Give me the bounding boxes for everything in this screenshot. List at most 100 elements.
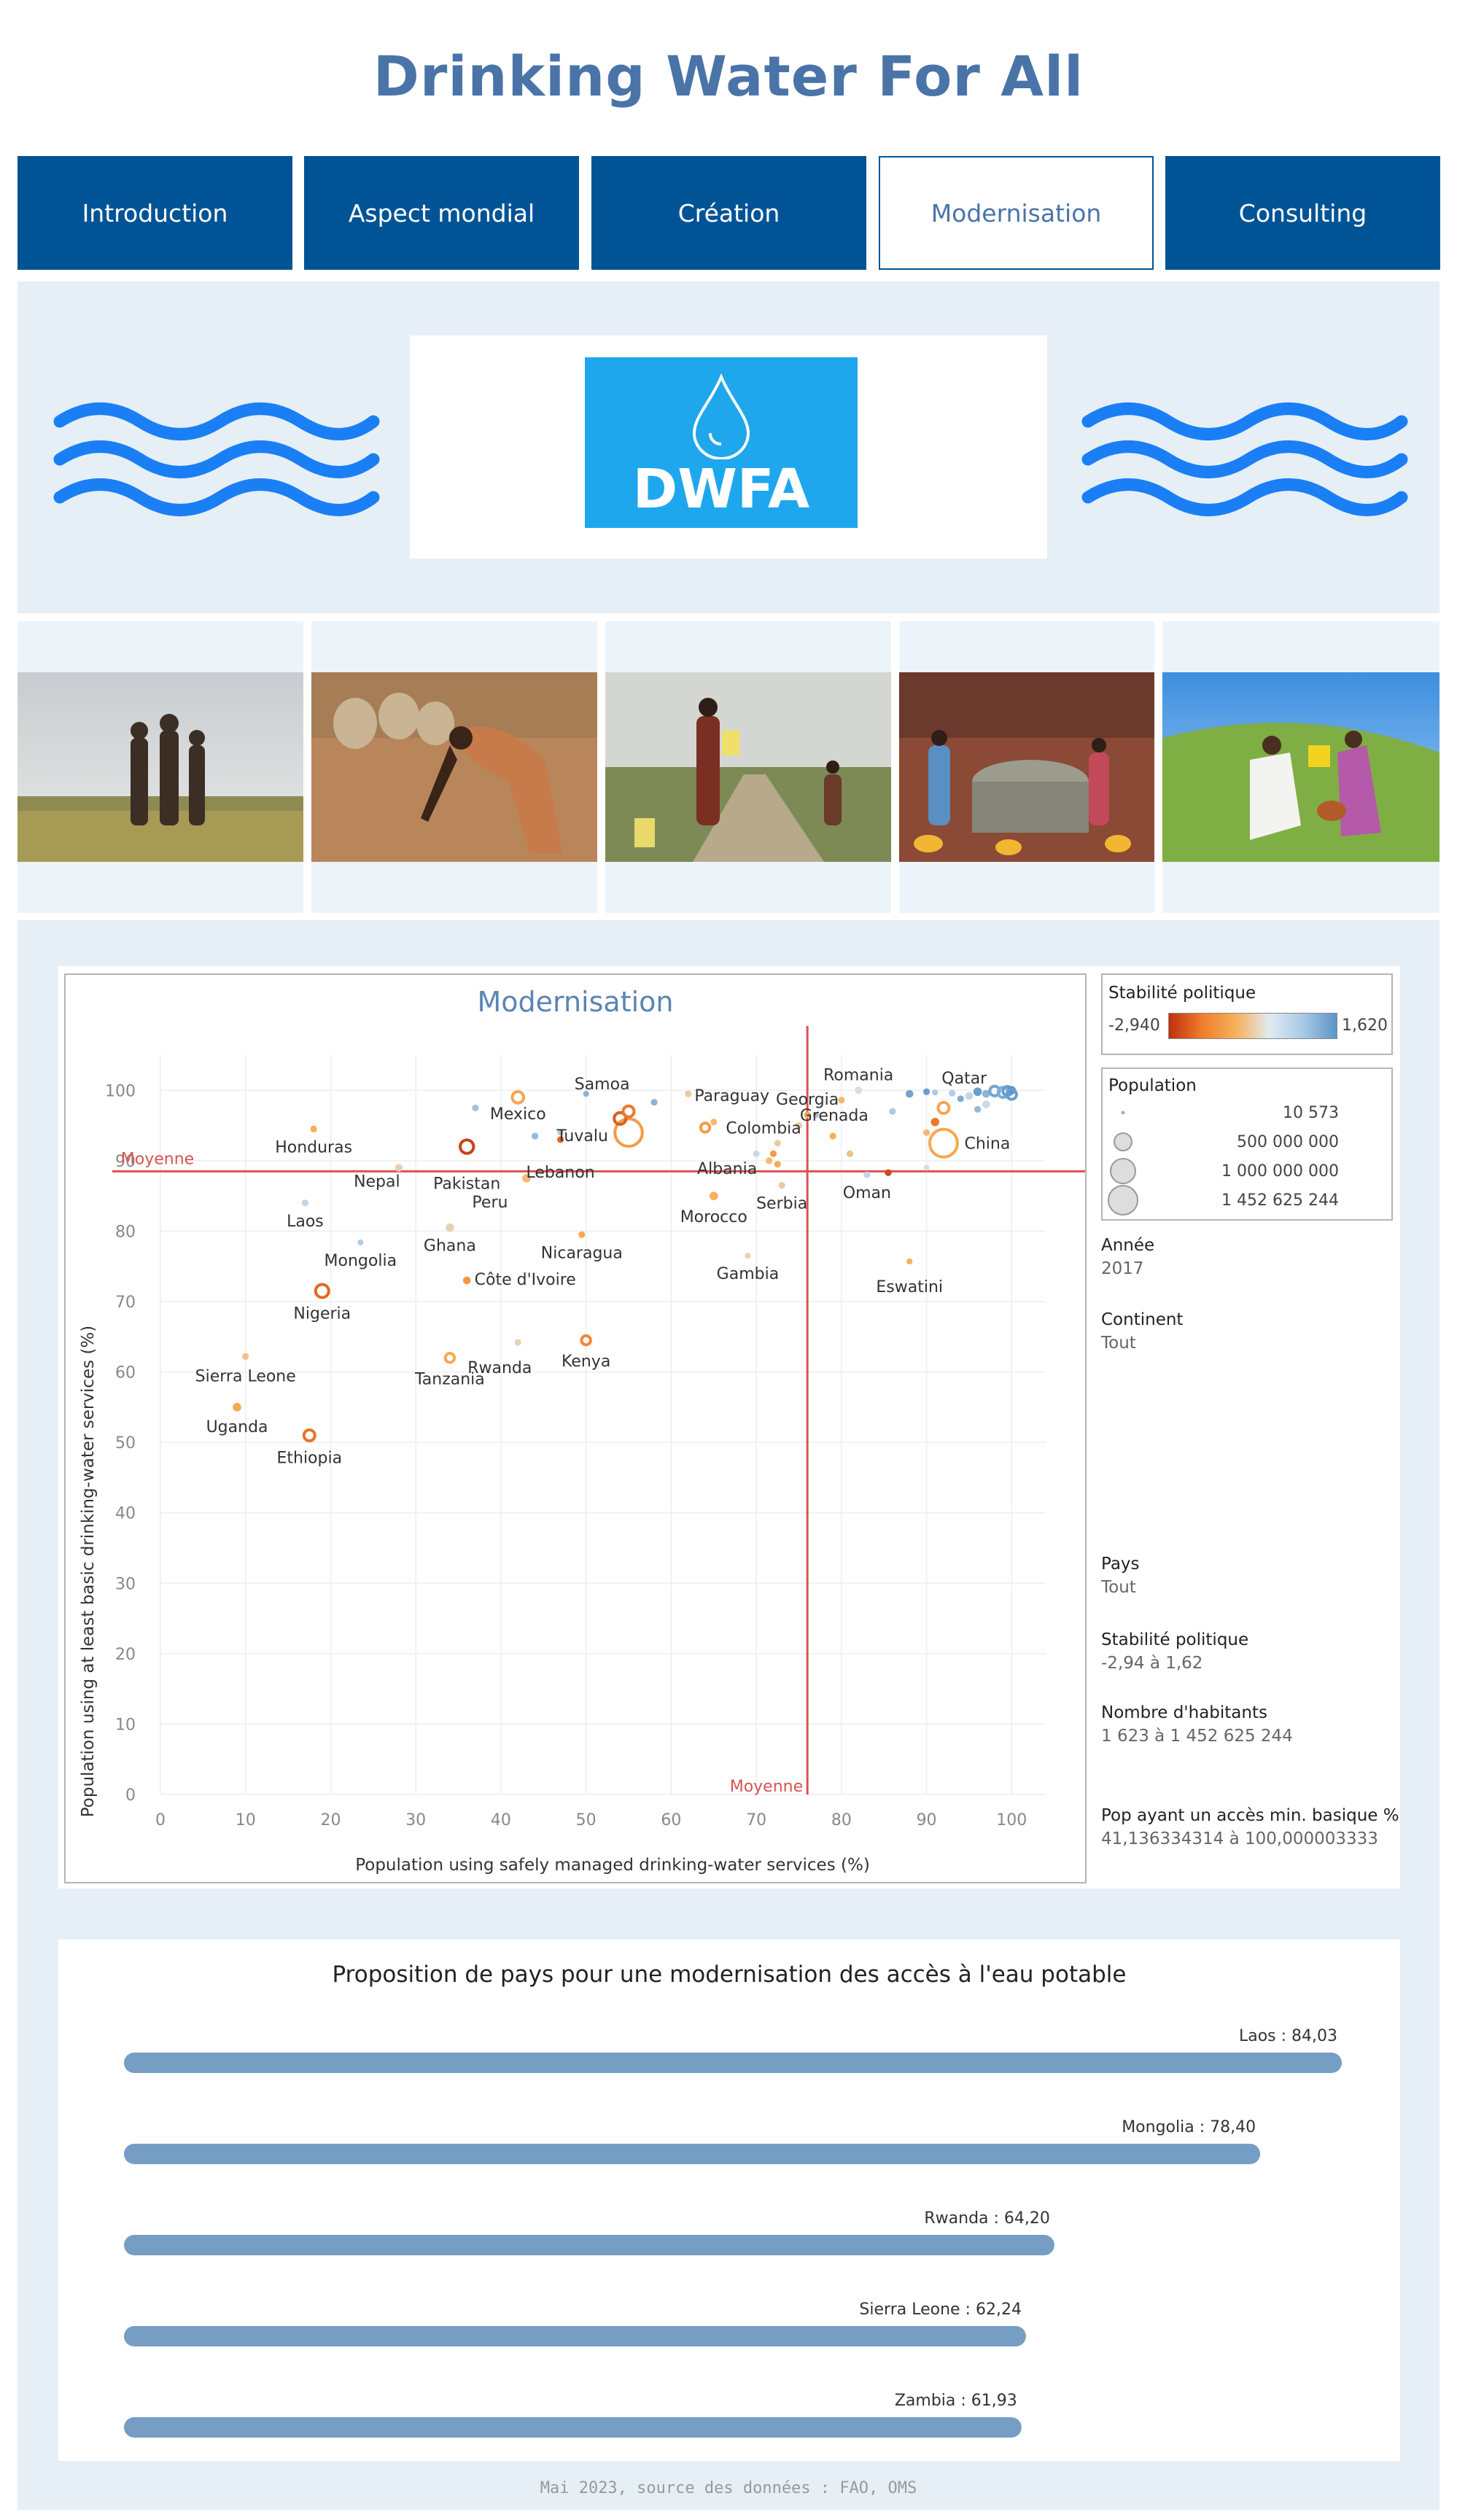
- scatter-point[interactable]: [922, 1129, 930, 1136]
- scatter-point[interactable]: [965, 1092, 974, 1100]
- scatter-point-georgia[interactable]: [804, 1111, 811, 1119]
- dwfa-logo[interactable]: DWFA: [585, 357, 858, 528]
- scatter-point-kenya[interactable]: [580, 1334, 592, 1347]
- bar-mongolia[interactable]: [124, 2144, 1261, 2164]
- scatter-point[interactable]: [613, 1111, 628, 1127]
- scatter-point[interactable]: [621, 1104, 636, 1119]
- scatter-point[interactable]: [838, 1097, 845, 1104]
- scatter-point[interactable]: [1005, 1088, 1018, 1101]
- scatter-point-uganda[interactable]: [233, 1403, 241, 1412]
- scatter-point[interactable]: [885, 1169, 892, 1176]
- scatter-point-ghana[interactable]: [446, 1223, 454, 1232]
- nav-consulting[interactable]: Consulting: [1165, 156, 1440, 270]
- scatter-point-nicaragua[interactable]: [578, 1231, 586, 1238]
- scatter-point-laos[interactable]: [301, 1199, 309, 1207]
- water-carriers-road-photo[interactable]: [605, 672, 891, 862]
- scatter-point[interactable]: [889, 1108, 896, 1115]
- x-tick-label: 100: [996, 1811, 1027, 1829]
- scatter-point[interactable]: [974, 1105, 982, 1113]
- bar-chart[interactable]: Laos : 84,03 Mongolia : 78,40 Rwanda : 64,…: [58, 1998, 1400, 2450]
- bar-zambia[interactable]: [124, 2417, 1022, 2438]
- scatter-point-morocco[interactable]: [709, 1191, 718, 1200]
- scatter-point-c-te-d-ivoire[interactable]: [462, 1276, 471, 1285]
- scatter-point-ethiopia[interactable]: [302, 1428, 316, 1442]
- village-well-photo[interactable]: [899, 672, 1154, 862]
- scatter-point[interactable]: [922, 1088, 930, 1095]
- scatter-point[interactable]: [650, 1099, 658, 1106]
- filter-habitants[interactable]: Nombre d'habitants 1 623 à 1 452 625 244: [1101, 1703, 1293, 1746]
- bar-laos[interactable]: [124, 2053, 1342, 2073]
- scatter-point[interactable]: [472, 1104, 479, 1112]
- scatter-point-serbia[interactable]: [778, 1182, 785, 1189]
- scatter-point-grenada[interactable]: [812, 1111, 819, 1119]
- scatter-plot[interactable]: 0 10 20 30 40 50 60 70 80 90 100 0 10 20 30 40 50 60 70 80 9…: [66, 975, 1085, 1882]
- scatter-point[interactable]: [846, 1150, 854, 1157]
- scatter-point-paraguay[interactable]: [685, 1090, 692, 1097]
- scatter-point-pakistan[interactable]: [459, 1138, 475, 1155]
- scatter-point[interactable]: [774, 1161, 781, 1168]
- bar-label: Zambia : 61,93: [895, 2392, 1017, 2410]
- scatter-point-mexico[interactable]: [510, 1090, 526, 1105]
- scatter-point[interactable]: [936, 1100, 951, 1115]
- scatter-point[interactable]: [766, 1157, 773, 1164]
- scatter-point-lebanon[interactable]: [557, 1136, 564, 1143]
- scatter-point-honduras[interactable]: [310, 1125, 317, 1132]
- y-tick-label: 80: [115, 1223, 136, 1241]
- scatter-point[interactable]: [982, 1089, 990, 1098]
- scatter-point-albania[interactable]: [753, 1150, 760, 1157]
- scatter-point-samoa[interactable]: [583, 1091, 589, 1097]
- scatter-point[interactable]: [973, 1087, 982, 1097]
- scatter-point[interactable]: [957, 1095, 964, 1102]
- scatter-point-china[interactable]: [928, 1127, 959, 1159]
- scatter-point-tanzania[interactable]: [443, 1352, 456, 1364]
- bar-sierra-leone[interactable]: [124, 2326, 1026, 2346]
- filter-stabilite[interactable]: Stabilité politique -2,94 à 1,62: [1101, 1630, 1248, 1673]
- scatter-point[interactable]: [905, 1089, 914, 1098]
- filter-pays[interactable]: Pays Tout: [1101, 1555, 1140, 1597]
- scatter-point[interactable]: [774, 1140, 781, 1147]
- size-legend-label-4: 1 452 625 244: [1221, 1191, 1339, 1210]
- scatter-point-sierra-leone[interactable]: [242, 1353, 249, 1360]
- scatter-point[interactable]: [829, 1132, 836, 1140]
- scatter-point[interactable]: [710, 1119, 718, 1126]
- y-tick-label: 40: [115, 1505, 136, 1523]
- scatter-point-mongolia[interactable]: [357, 1239, 364, 1245]
- x-tick-label: 70: [746, 1811, 766, 1829]
- nav-creation[interactable]: Création: [591, 156, 866, 270]
- point-label: Nigeria: [293, 1305, 351, 1323]
- children-in-field-photo[interactable]: [18, 672, 303, 862]
- nav-modernisation[interactable]: Modernisation: [879, 156, 1154, 270]
- bar-label: Rwanda : 64,20: [924, 2209, 1050, 2228]
- scatter-point[interactable]: [795, 1121, 803, 1129]
- scatter-point-gambia[interactable]: [745, 1253, 751, 1259]
- bar-rwanda[interactable]: [124, 2235, 1054, 2255]
- scatter-point-qatar[interactable]: [932, 1089, 939, 1096]
- nav-introduction[interactable]: Introduction: [18, 156, 292, 270]
- filter-continent[interactable]: Continent Tout: [1101, 1310, 1183, 1353]
- scatter-point-nepal[interactable]: [395, 1164, 403, 1172]
- bar-chart-title: Proposition de pays pour une modernisati…: [332, 1961, 1127, 1988]
- filter-habitants-label: Nombre d'habitants: [1101, 1703, 1267, 1722]
- scatter-point[interactable]: [948, 1089, 956, 1097]
- bar-label: Laos : 84,03: [1239, 2027, 1337, 2045]
- scatter-point-rwanda[interactable]: [514, 1339, 521, 1346]
- scatter-point-nigeria[interactable]: [314, 1283, 330, 1299]
- point-label: Romania: [823, 1066, 893, 1084]
- woman-harvesting-photo[interactable]: [311, 672, 597, 862]
- nav-aspect-mondial[interactable]: Aspect mondial: [304, 156, 579, 270]
- scatter-point-colombia[interactable]: [699, 1121, 712, 1134]
- scatter-point-oman[interactable]: [863, 1171, 871, 1178]
- scatter-point[interactable]: [769, 1150, 777, 1157]
- women-pouring-water-photo[interactable]: [1162, 672, 1439, 862]
- scatter-point-peru[interactable]: [522, 1174, 531, 1183]
- filter-annee[interactable]: Année 2017: [1101, 1236, 1154, 1278]
- scatter-point-eswatini[interactable]: [906, 1258, 913, 1265]
- scatter-point[interactable]: [923, 1164, 930, 1171]
- filter-acces-basique[interactable]: Pop ayant un accès min. basique % 41,136…: [1101, 1806, 1399, 1848]
- scatter-point-romania[interactable]: [855, 1086, 863, 1094]
- scatter-point[interactable]: [930, 1117, 940, 1127]
- scatter-point[interactable]: [982, 1100, 990, 1108]
- scatter-point[interactable]: [532, 1132, 539, 1140]
- scatter-point-tuvalu[interactable]: [557, 1129, 564, 1136]
- scatter-point[interactable]: [613, 1117, 644, 1148]
